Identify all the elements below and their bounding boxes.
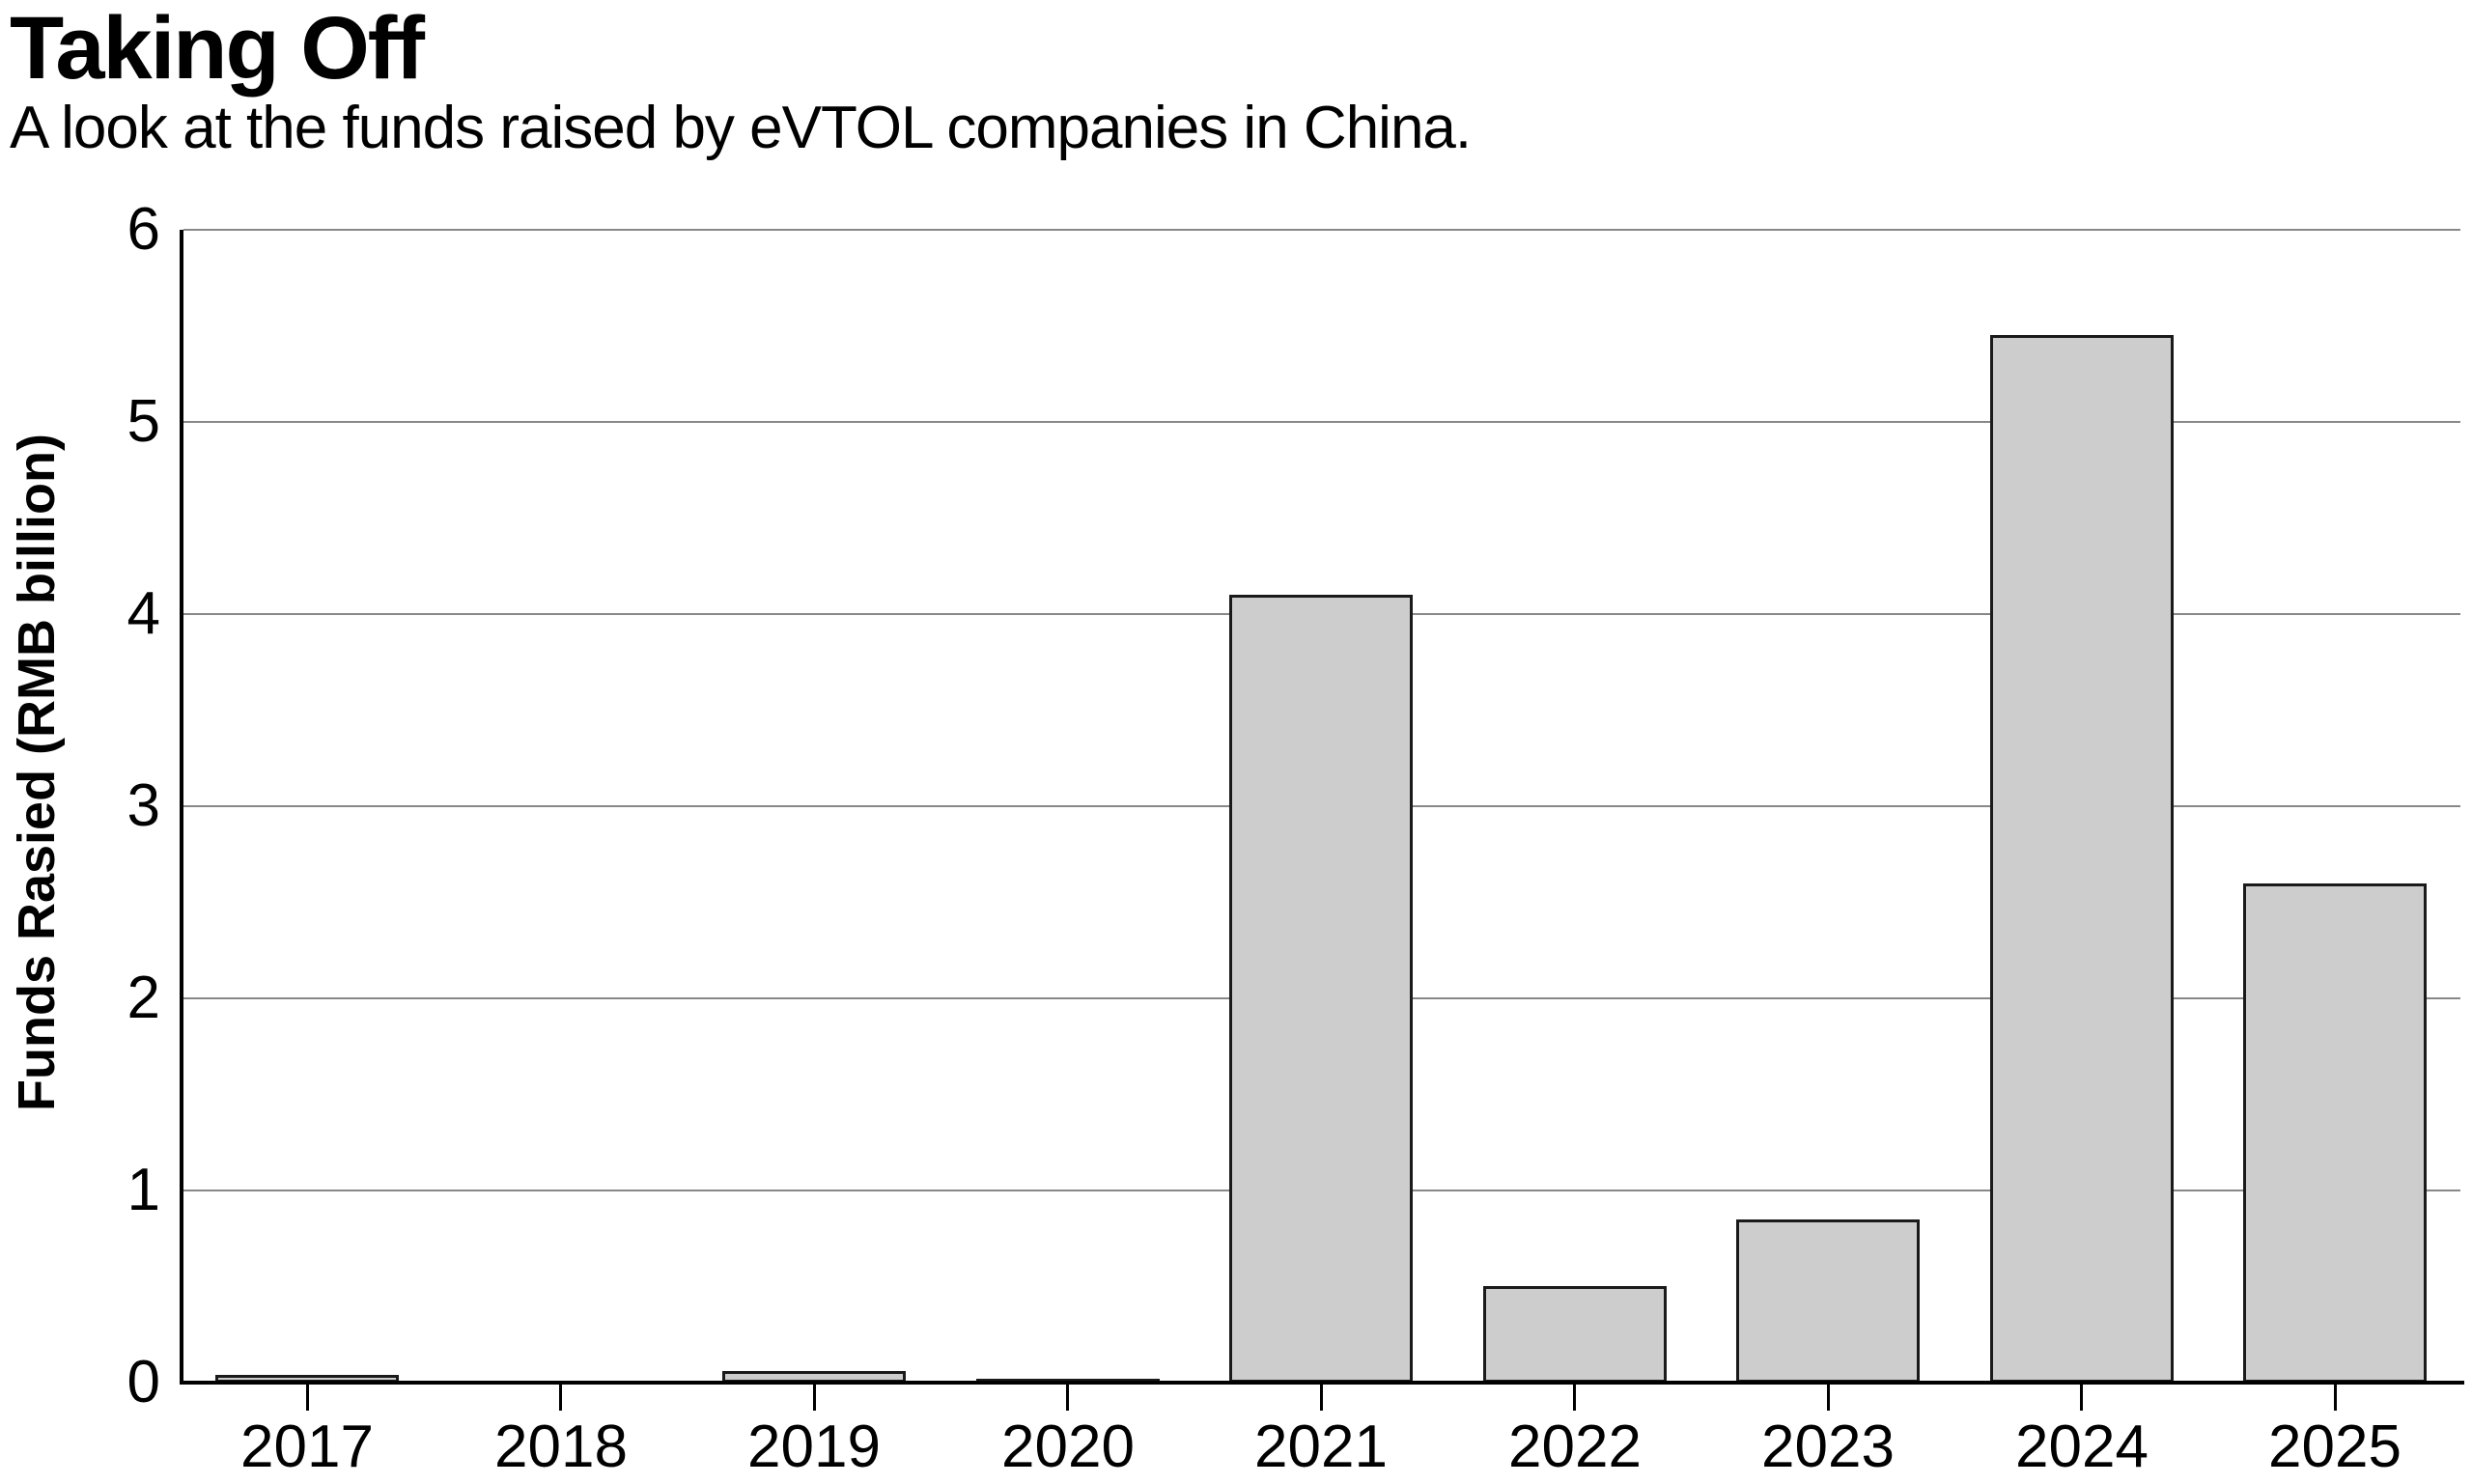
x-tick-label-2024: 2024 <box>2015 1414 2149 1480</box>
x-tick-mark-2022 <box>1573 1385 1576 1411</box>
y-tick-label-1: 1 <box>126 1157 160 1223</box>
y-axis-line <box>180 230 183 1385</box>
y-tick-label-2: 2 <box>126 965 160 1031</box>
x-tick-label-2025: 2025 <box>2268 1414 2402 1480</box>
bar-2022 <box>1483 1286 1667 1383</box>
x-axis-line <box>180 1381 2464 1385</box>
bar-2024 <box>1990 335 2174 1383</box>
chart-title: Taking Off <box>10 0 425 98</box>
x-tick-mark-2020 <box>1066 1385 1069 1411</box>
y-tick-label-0: 0 <box>126 1349 160 1415</box>
y-tick-label-5: 5 <box>126 388 160 455</box>
y-tick-label-3: 3 <box>126 772 160 839</box>
x-tick-label-2018: 2018 <box>494 1414 628 1480</box>
y-tick-label-6: 6 <box>126 196 160 263</box>
x-tick-label-2020: 2020 <box>1001 1414 1135 1480</box>
bar-2025 <box>2243 883 2427 1383</box>
x-tick-label-2023: 2023 <box>1761 1414 1895 1480</box>
bar-2021 <box>1229 595 1413 1383</box>
bar-2023 <box>1736 1219 1920 1383</box>
x-tick-mark-2024 <box>2080 1385 2083 1411</box>
x-tick-mark-2017 <box>306 1385 309 1411</box>
chart-subtitle: A look at the funds raised by eVTOL comp… <box>10 95 1472 161</box>
x-tick-mark-2019 <box>813 1385 816 1411</box>
y-tick-label-4: 4 <box>126 580 160 647</box>
x-tick-mark-2023 <box>1827 1385 1830 1411</box>
x-tick-mark-2025 <box>2334 1385 2337 1411</box>
x-tick-label-2021: 2021 <box>1254 1414 1388 1480</box>
x-tick-label-2017: 2017 <box>240 1414 374 1480</box>
x-tick-label-2019: 2019 <box>747 1414 881 1480</box>
x-tick-mark-2021 <box>1320 1385 1323 1411</box>
x-tick-label-2022: 2022 <box>1508 1414 1642 1480</box>
x-tick-mark-2018 <box>559 1385 562 1411</box>
gridline-y5 <box>183 421 2460 423</box>
gridline-y6 <box>183 229 2460 231</box>
